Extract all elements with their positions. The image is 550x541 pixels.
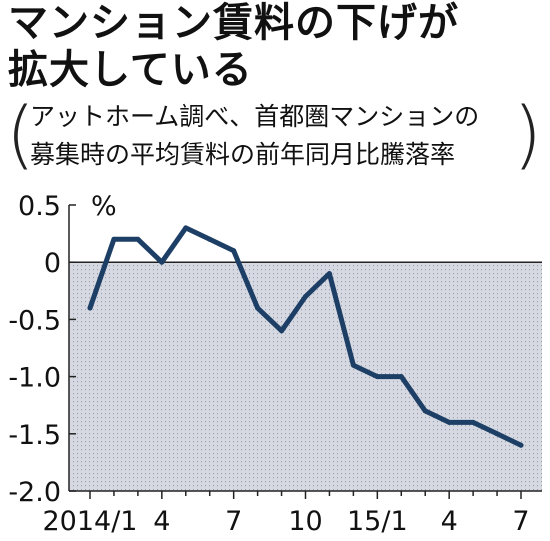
headline-line-2: 拡大している xyxy=(8,47,253,93)
y-tick-label: -0.5 xyxy=(8,305,61,336)
y-tick-label: 0.5 xyxy=(18,191,61,222)
data-point xyxy=(422,408,428,414)
data-point xyxy=(374,374,380,380)
data-point xyxy=(326,271,332,277)
chart-subtitle: ( アットホーム調べ、首都圏マンションの 募集時の平均賃料の前年同月比騰落率 ) xyxy=(6,92,548,178)
x-tick-label: 7 xyxy=(225,506,242,537)
data-point xyxy=(494,431,500,437)
headline: マンション賃料の下げが 拡大している xyxy=(8,0,548,94)
subtitle-line-1: アットホーム調べ、首都圏マンションの xyxy=(30,102,480,131)
x-tick-label: 4 xyxy=(153,506,170,537)
data-point xyxy=(470,419,476,425)
y-axis-unit-label: % xyxy=(91,191,117,222)
data-point xyxy=(183,225,189,231)
data-point xyxy=(159,259,165,265)
x-axis-ticks: 2014/1 4 7 10 15/1 4 7 xyxy=(43,491,530,537)
y-tick-label: -2.0 xyxy=(8,477,61,508)
shading-dot-pattern xyxy=(73,265,542,491)
data-point xyxy=(446,419,452,425)
data-point xyxy=(207,236,213,242)
data-point xyxy=(255,305,261,311)
data-point xyxy=(231,248,237,254)
x-tick-label: 4 xyxy=(441,506,458,537)
x-tick-label: 10 xyxy=(288,506,322,537)
subtitle-line-2: 募集時の平均賃料の前年同月比騰落率 xyxy=(30,140,456,169)
x-tick-label: 7 xyxy=(512,506,529,537)
y-axis-ticks: 0.5 0 -0.5 -1.0 -1.5 -2.0 xyxy=(8,191,76,508)
series-points xyxy=(87,225,524,448)
data-point xyxy=(518,442,524,448)
y-tick-label: -1.0 xyxy=(8,363,61,394)
data-point xyxy=(87,305,93,311)
data-point xyxy=(111,236,117,242)
close-paren-glyph: ) xyxy=(513,92,542,178)
headline-line-1: マンション賃料の下げが xyxy=(8,0,459,46)
y-tick-label: 0 xyxy=(44,248,61,279)
open-paren-glyph: ( xyxy=(6,92,35,178)
data-point xyxy=(135,236,141,242)
data-point xyxy=(279,328,285,334)
data-point xyxy=(350,362,356,368)
data-point xyxy=(303,294,308,300)
x-tick-label: 2014/1 xyxy=(43,506,138,537)
y-tick-label: -1.5 xyxy=(8,420,61,451)
x-tick-label: 15/1 xyxy=(347,506,408,537)
data-point xyxy=(398,374,404,380)
